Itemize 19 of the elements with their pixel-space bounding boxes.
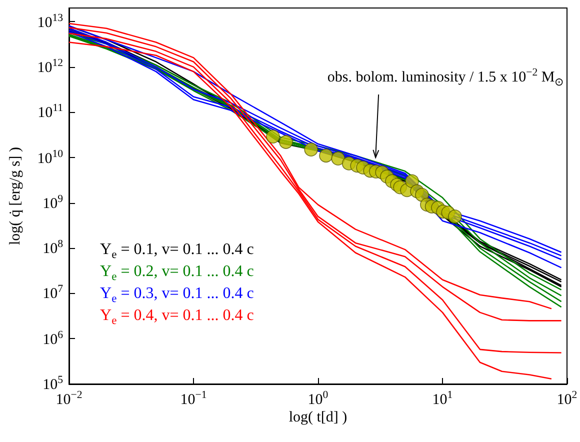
x-tick-label: 10$^{1}$ (432, 389, 453, 408)
x-tick-label: 10$^{2}$ (556, 389, 578, 408)
y-tick-label: 10$^{10}$ (37, 148, 63, 167)
text: Y$_{e}$ = 0.1, v= 0.1 ... 0.4 c (100, 241, 254, 262)
y-tick-label: 10$^{13}$ (37, 12, 63, 31)
annotation: obs. bolom. luminosity / 1.5 x 10$^{−2}$ M$_{⊙}$ (327, 66, 564, 88)
text: Y$_{e}$ = 0.3, v= 0.1 ... 0.4 c (100, 285, 254, 306)
y-tick-label: 10$^{11}$ (38, 102, 63, 122)
y-tick-label: 10$^{12}$ (37, 56, 63, 76)
y-tick-label: 10$^{7}$ (42, 283, 63, 302)
y-tick-label: 10$^{9}$ (42, 192, 63, 212)
x-axis-title: log( t[d] ) (288, 410, 348, 426)
y-tick-label: 10$^{6}$ (42, 328, 63, 348)
text: Y$_{e}$ = 0.2, v= 0.1 ... 0.4 c (100, 263, 254, 284)
y-tick-label: 10$^{8}$ (42, 238, 63, 258)
text: Y$_{e}$ = 0.4, v= 0.1 ... 0.4 c (100, 307, 254, 328)
x-tick-label: 10$^{−1}$ (180, 389, 207, 408)
x-tick-label: 10$^{0}$ (308, 389, 328, 408)
y-axis-title: log( q̇ [erg/g s] ) (8, 146, 24, 246)
